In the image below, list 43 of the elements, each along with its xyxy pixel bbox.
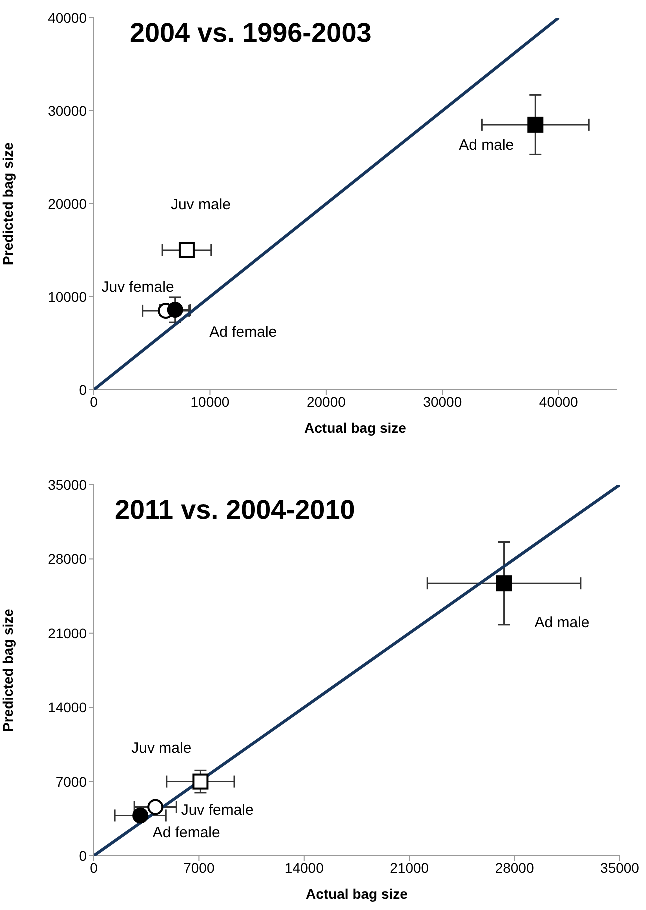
x-tick-label: 7000 [184, 860, 215, 876]
point [148, 799, 164, 816]
point [178, 242, 195, 258]
series-label: Ad female [152, 824, 220, 842]
y-tick-label: 40000 [48, 10, 88, 26]
x-tick-label: 0 [90, 860, 98, 876]
y-tick-label: 14000 [48, 700, 88, 716]
point [528, 116, 544, 133]
y-tick-label: 35000 [48, 476, 88, 493]
y-axis-title: Predicted bag size [0, 608, 16, 732]
series-label: Ad male [459, 136, 514, 154]
point [192, 774, 209, 790]
x-axis-title: Actual bag size [304, 420, 407, 436]
series-label: Ad female [210, 324, 278, 341]
y-tick-label: 0 [79, 382, 88, 398]
x-tick-label: 21000 [390, 860, 430, 876]
point [132, 808, 149, 824]
y-tick-label: 0 [79, 848, 88, 864]
x-axis-title: Actual bag size [306, 886, 408, 902]
y-tick-label: 28000 [48, 551, 88, 568]
x-tick-label: 40000 [539, 394, 579, 410]
y-tick-label: 30000 [48, 102, 88, 119]
point [496, 576, 512, 592]
series-label: Juv male [132, 740, 192, 757]
y-axis-title: Predicted bag size [0, 142, 16, 266]
x-tick-label: 14000 [284, 860, 324, 876]
x-tick-label: 30000 [423, 394, 462, 410]
text: Juv male [170, 196, 231, 214]
x-tick-label: 28000 [495, 860, 534, 876]
y-tick-label: 21000 [48, 625, 88, 642]
y-tick-label: 20000 [48, 196, 88, 212]
series-label: Juv female [181, 802, 254, 820]
text: Ad male [534, 614, 590, 632]
chart-title: 2004 vs. 1996-2003 [130, 18, 372, 49]
point [167, 302, 184, 318]
series-label: Juv female [102, 278, 174, 296]
chart-title: 2011 vs. 2004-2010 [115, 495, 356, 526]
x-tick-label: 0 [90, 394, 98, 410]
y-tick-label: 10000 [48, 288, 88, 305]
x-tick-label: 20000 [306, 394, 346, 410]
y-tick-label: 7000 [56, 774, 88, 790]
x-tick-label: 35000 [600, 860, 640, 876]
x-tick-label: 10000 [190, 394, 230, 410]
